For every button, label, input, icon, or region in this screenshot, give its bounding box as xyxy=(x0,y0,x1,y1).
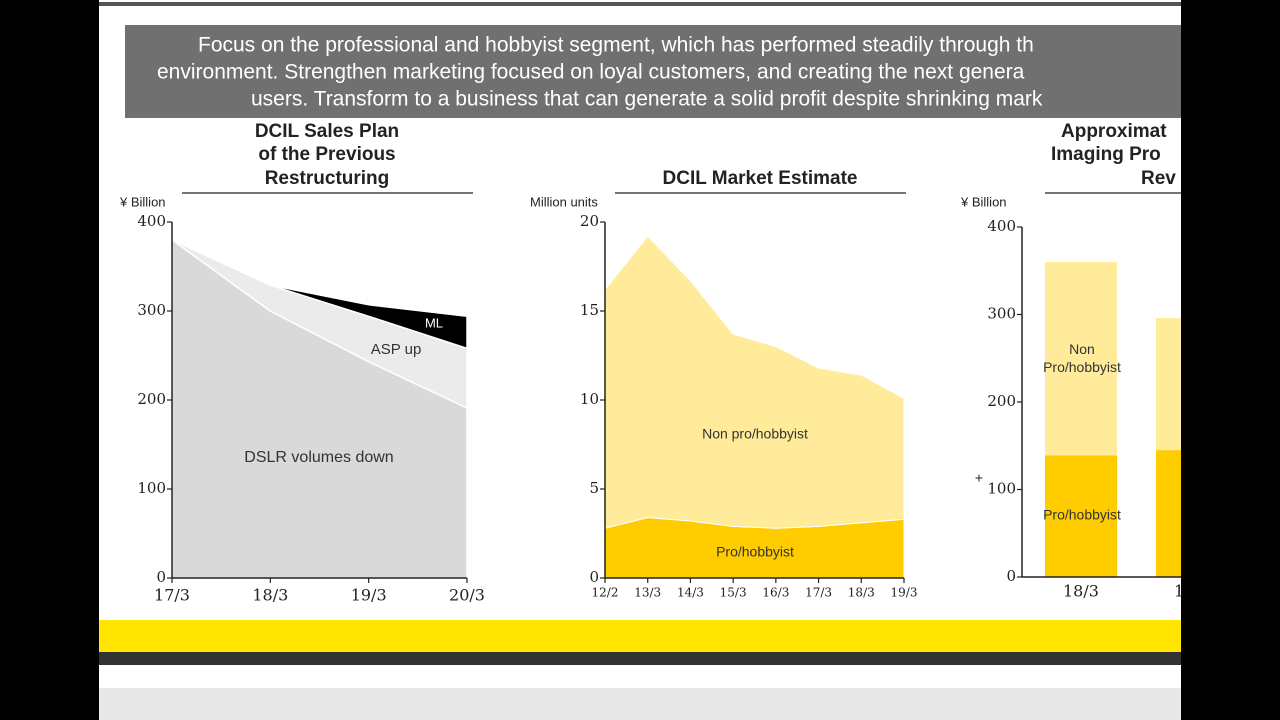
x-tick-label: 18/3 xyxy=(848,586,875,600)
y-tick-label: 400 xyxy=(137,212,166,230)
series-label: DSLR volumes down xyxy=(244,449,393,466)
plot-area xyxy=(604,235,905,579)
x-tick-label: 12/2 xyxy=(592,586,619,600)
series-label-box: Non Pro/hobbyist xyxy=(1043,341,1121,375)
slide: Focus on the professional and hobbyist s… xyxy=(99,0,1184,720)
y-tick-label: 0 xyxy=(589,568,599,586)
x-tick-label: 14/3 xyxy=(677,586,704,600)
dark-band xyxy=(99,652,1181,665)
y-tick-label: 300 xyxy=(987,305,1016,323)
chart: DCIL Market Estimate Million units Pro/hob… xyxy=(530,168,917,599)
bar xyxy=(1045,262,1117,456)
series-label: Pro/hobbyist xyxy=(716,544,794,560)
area xyxy=(604,235,905,529)
chart-title: DCIL Market Estimate xyxy=(663,168,858,189)
y-tick-label: 400 xyxy=(987,217,1016,235)
x-tick-label: 16/3 xyxy=(762,586,789,600)
banner-text: Focus on the professional and hobbyist s… xyxy=(198,34,1034,57)
series-label: Non Pro/hobbyist xyxy=(1043,341,1121,375)
chart-title: Approximat xyxy=(1061,121,1167,142)
y-tick-label: 20 xyxy=(580,212,599,230)
series-label: Pro/hobbyist xyxy=(1043,507,1121,523)
top-rule xyxy=(99,2,1181,6)
x-tick-label: 1 xyxy=(1174,582,1184,601)
x-tick-label: 18/3 xyxy=(1063,582,1099,601)
x-tick-label: 13/3 xyxy=(634,586,661,600)
chart-title: of the Previous xyxy=(258,144,395,165)
y-axis-unit: ¥ Billion xyxy=(119,194,166,209)
annotation: + xyxy=(975,470,983,486)
x-tick-label: 17/3 xyxy=(805,586,832,600)
x-tick-label: 20/3 xyxy=(449,586,485,605)
y-tick-label: 300 xyxy=(137,301,166,319)
y-tick-label: 15 xyxy=(580,301,599,319)
bar xyxy=(1156,318,1181,451)
y-tick-label: 5 xyxy=(589,479,599,497)
x-tick-label: 17/3 xyxy=(154,586,190,605)
x-tick-label: 19/3 xyxy=(891,586,918,600)
banner-text: users. Transform to a business that can … xyxy=(251,88,1043,111)
plot-area xyxy=(171,238,468,579)
series-label: ASP up xyxy=(371,341,422,358)
x-tick-label: 15/3 xyxy=(720,586,747,600)
area xyxy=(270,284,468,350)
banner xyxy=(125,25,1181,118)
yellow-band xyxy=(99,620,1181,652)
footer-band xyxy=(99,688,1181,720)
chart-title: DCIL Sales Plan xyxy=(255,121,399,142)
y-axis-unit: ¥ Billion xyxy=(960,194,1007,209)
bar xyxy=(1156,450,1181,577)
y-tick-label: 0 xyxy=(156,568,166,586)
y-tick-label: 10 xyxy=(580,390,599,408)
y-tick-label: 200 xyxy=(137,390,166,408)
y-tick-label: 100 xyxy=(137,479,166,497)
plot-area xyxy=(1045,262,1181,577)
y-tick-label: 100 xyxy=(987,480,1016,498)
chart-title: Rev xyxy=(1141,168,1176,189)
y-tick-label: 200 xyxy=(987,392,1016,410)
x-tick-label: 19/3 xyxy=(351,586,387,605)
chart-title: Imaging Pro xyxy=(1051,144,1161,165)
series-label: ML xyxy=(425,315,443,330)
y-tick-label: 0 xyxy=(1006,567,1016,585)
banner-text: environment. Strengthen marketing focuse… xyxy=(157,61,1025,84)
y-axis-unit: Million units xyxy=(530,194,598,209)
chart-title: Restructuring xyxy=(265,168,390,189)
series-label: Non pro/hobbyist xyxy=(702,426,808,442)
x-tick-label: 18/3 xyxy=(252,586,288,605)
bar xyxy=(1045,455,1117,577)
